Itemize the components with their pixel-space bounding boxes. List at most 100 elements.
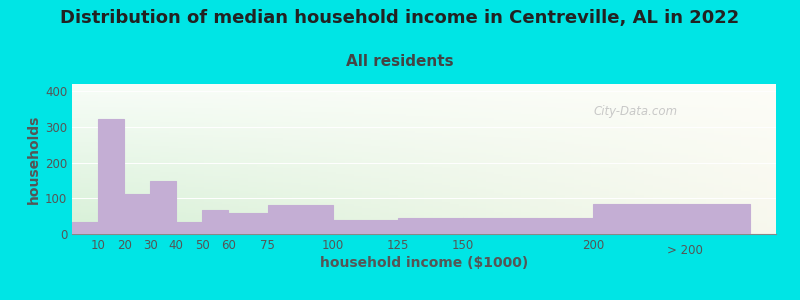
- Bar: [178, 223, 186, 225]
- Bar: [767, 152, 776, 153]
- Bar: [521, 202, 530, 204]
- Bar: [283, 153, 292, 155]
- Bar: [107, 146, 116, 148]
- Bar: [688, 195, 697, 197]
- Bar: [257, 155, 266, 157]
- Bar: [107, 174, 116, 176]
- Bar: [362, 195, 371, 197]
- Bar: [547, 225, 556, 226]
- Bar: [741, 191, 750, 193]
- Bar: [459, 155, 468, 157]
- Bar: [442, 167, 450, 168]
- Bar: [318, 127, 327, 129]
- Bar: [213, 129, 222, 131]
- Bar: [670, 84, 679, 86]
- Bar: [81, 198, 90, 200]
- Bar: [371, 167, 380, 168]
- Bar: [362, 133, 371, 135]
- Bar: [706, 168, 714, 170]
- Bar: [477, 88, 486, 90]
- Bar: [415, 206, 424, 208]
- Bar: [81, 155, 90, 157]
- Bar: [98, 103, 107, 105]
- Bar: [582, 110, 591, 112]
- Bar: [213, 176, 222, 178]
- Bar: [389, 208, 398, 210]
- Bar: [283, 108, 292, 110]
- Bar: [292, 183, 301, 185]
- Bar: [670, 193, 679, 195]
- Bar: [72, 101, 81, 103]
- Bar: [292, 136, 301, 138]
- Bar: [468, 118, 477, 120]
- Bar: [186, 101, 195, 103]
- Bar: [521, 217, 530, 219]
- Bar: [362, 165, 371, 167]
- Bar: [750, 159, 758, 161]
- Bar: [336, 161, 345, 163]
- Bar: [354, 213, 362, 215]
- Bar: [758, 142, 767, 144]
- Bar: [310, 144, 318, 146]
- Bar: [362, 135, 371, 137]
- Bar: [354, 202, 362, 204]
- Bar: [213, 146, 222, 148]
- Bar: [169, 90, 178, 92]
- Bar: [415, 140, 424, 142]
- Bar: [565, 122, 574, 123]
- Bar: [195, 150, 204, 152]
- Bar: [714, 155, 723, 157]
- Bar: [310, 170, 318, 172]
- Bar: [626, 120, 635, 122]
- Bar: [618, 155, 626, 157]
- Bar: [644, 221, 653, 223]
- Bar: [538, 153, 547, 155]
- Bar: [521, 208, 530, 210]
- Bar: [310, 131, 318, 133]
- Bar: [266, 219, 274, 221]
- Bar: [758, 112, 767, 114]
- Bar: [679, 110, 688, 112]
- Bar: [442, 153, 450, 155]
- Bar: [662, 114, 670, 116]
- Bar: [644, 219, 653, 221]
- Bar: [90, 189, 98, 191]
- Bar: [98, 170, 107, 172]
- Bar: [442, 165, 450, 167]
- Bar: [134, 157, 142, 159]
- Bar: [195, 136, 204, 138]
- Bar: [450, 174, 459, 176]
- Bar: [688, 127, 697, 129]
- Bar: [530, 157, 538, 159]
- Bar: [758, 232, 767, 234]
- Bar: [169, 105, 178, 106]
- Bar: [750, 202, 758, 204]
- Bar: [406, 168, 415, 170]
- Bar: [98, 225, 107, 226]
- Bar: [741, 185, 750, 187]
- Bar: [292, 163, 301, 165]
- Bar: [142, 136, 151, 138]
- Bar: [310, 182, 318, 183]
- Bar: [512, 142, 521, 144]
- Bar: [697, 105, 706, 106]
- Bar: [433, 225, 442, 226]
- Bar: [547, 193, 556, 195]
- Bar: [609, 170, 618, 172]
- Bar: [565, 88, 574, 90]
- Bar: [142, 101, 151, 103]
- Bar: [318, 225, 327, 226]
- Bar: [679, 213, 688, 215]
- Bar: [618, 206, 626, 208]
- Bar: [556, 213, 565, 215]
- Bar: [318, 232, 327, 234]
- Bar: [283, 84, 292, 86]
- Bar: [415, 144, 424, 146]
- Bar: [626, 105, 635, 106]
- Bar: [169, 215, 178, 217]
- Bar: [723, 144, 732, 146]
- Bar: [688, 232, 697, 234]
- Bar: [433, 138, 442, 140]
- Bar: [741, 93, 750, 95]
- Bar: [160, 159, 169, 161]
